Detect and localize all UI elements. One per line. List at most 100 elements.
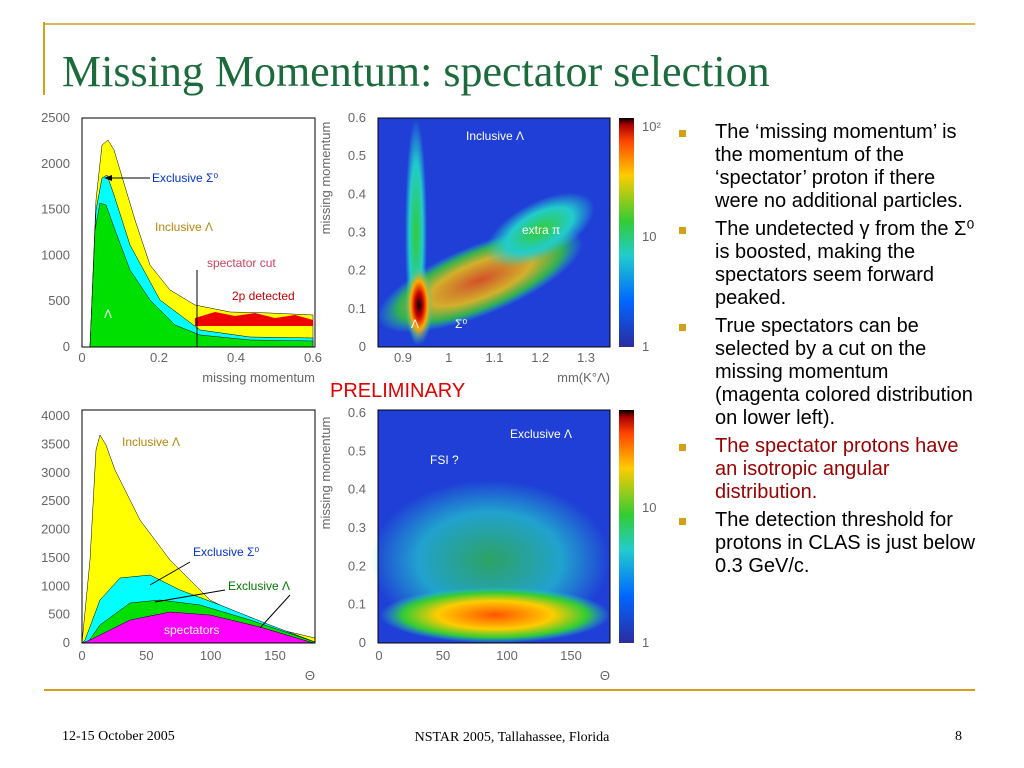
y-tick-label: 0.3	[348, 225, 366, 240]
preliminary-label: PRELIMINARY	[330, 380, 465, 402]
y-tick-label: 0.1	[348, 301, 366, 316]
heat-band	[485, 192, 595, 268]
plot-frame	[81, 409, 316, 644]
2p-area	[195, 312, 313, 326]
bullet-list: The ‘missing momentum’ is the momentum o…	[676, 121, 976, 583]
x-axis-label: missing momentum	[202, 370, 315, 385]
y-tick-label: 0	[63, 339, 70, 354]
x-tick-label: 50	[139, 648, 153, 663]
y-tick-label: 3000	[41, 465, 70, 480]
annotation: Σ⁰	[455, 317, 467, 331]
y-tick-label: 1500	[41, 550, 70, 565]
y-tick-label: 2500	[41, 110, 70, 125]
heat-peak	[405, 265, 433, 345]
y-tick-label: 0	[359, 339, 366, 354]
annotation: Λ	[104, 307, 112, 321]
x-tick-label: 100	[200, 648, 222, 663]
y-tick-label: 0.5	[348, 148, 366, 163]
y-tick-label: 4000	[41, 408, 70, 423]
bullet: The ‘missing momentum’ is the momentum o…	[676, 121, 976, 213]
x-tick-label: 0.4	[227, 350, 245, 365]
y-tick-label: 500	[48, 293, 70, 308]
annotation: 2p detected	[232, 289, 295, 303]
x-tick-label: 1.1	[485, 350, 503, 365]
x-axis-label: mm(K°Λ)	[557, 370, 610, 385]
bullet: True spectators can be selected by a cut…	[676, 315, 976, 430]
histogram: Inclusive Λ Exclusive Σ⁰ Exclusive Λ spe…	[81, 409, 316, 644]
heatmap: Inclusive Λ extra π Λ Σ⁰	[377, 117, 634, 348]
bullet: The spectator protons have an isotropic …	[676, 435, 976, 504]
x-tick-label: 150	[560, 648, 582, 663]
y-tick-label: 2000	[41, 522, 70, 537]
bullet: The detection threshold for protons in C…	[676, 509, 976, 578]
heatmap: Exclusive Λ FSI ?	[370, 409, 634, 644]
plot-frame	[377, 409, 611, 644]
footer-event: NSTAR 2005, Tallahassee, Florida	[415, 730, 611, 745]
x-tick-label: 50	[436, 648, 450, 663]
annotation: Λ	[411, 317, 419, 331]
x-tick-label: 0	[78, 350, 85, 365]
arrow	[149, 561, 191, 586]
colorbar-label: 1	[642, 339, 649, 354]
annotation: Exclusive Λ	[228, 579, 290, 593]
x-tick-label: 1.3	[577, 350, 595, 365]
y-tick-label: 0.4	[348, 482, 366, 497]
annotation: Exclusive Λ	[510, 427, 572, 441]
y-tick-label: 0.6	[348, 110, 366, 125]
annotation: Exclusive Σ⁰	[152, 171, 218, 185]
x-tick-label: 1	[445, 350, 452, 365]
colorbar	[619, 118, 634, 347]
colorbar-label: 10	[642, 229, 656, 244]
y-tick-label: 0.4	[348, 186, 366, 201]
y-tick-label: 0.2	[348, 263, 366, 278]
x-tick-label: 0.9	[394, 350, 412, 365]
x-tick-label: 0.2	[150, 350, 168, 365]
plot-frame	[81, 117, 316, 348]
y-tick-label: 2000	[41, 156, 70, 171]
annotation: extra π	[522, 223, 560, 237]
annotation: spectator cut	[207, 256, 276, 270]
annotation: Exclusive Σ⁰	[193, 545, 259, 559]
annotation: Inclusive Λ	[155, 220, 213, 234]
y-tick-label: 0	[63, 635, 70, 650]
arrow	[259, 594, 291, 629]
heat-band	[380, 587, 610, 643]
slide-title: Missing Momentum: spectator selection	[62, 47, 770, 96]
colorbar-label: 1	[642, 635, 649, 650]
y-tick-label: 500	[48, 607, 70, 622]
x-tick-label: 1.2	[531, 350, 549, 365]
arrow	[154, 589, 226, 603]
x-axis-label: Θ	[600, 668, 610, 683]
y-tick-label: 2500	[41, 493, 70, 508]
colorbar	[619, 410, 634, 643]
y-tick-label: 0	[359, 635, 366, 650]
arrow-head	[104, 175, 112, 181]
y-tick-label: 0.6	[348, 405, 366, 420]
x-axis-label: Θ	[305, 668, 315, 683]
plot-frame	[377, 117, 611, 348]
y-tick-label: 3500	[41, 436, 70, 451]
annotation: FSI ?	[430, 453, 459, 467]
footer-date: 12-15 October 2005	[62, 729, 175, 744]
annotation: Inclusive Λ	[466, 129, 524, 143]
y-tick-label: 1500	[41, 202, 70, 217]
y-axis-label: missing momentum	[318, 417, 333, 530]
histogram: Exclusive Σ⁰ Inclusive Λ spectator cut 2…	[81, 117, 316, 348]
annotation: spectators	[164, 623, 219, 637]
x-tick-label: 0	[78, 648, 85, 663]
x-tick-label: 0.6	[304, 350, 322, 365]
y-tick-label: 1000	[41, 247, 70, 262]
annotation: Inclusive Λ	[122, 435, 180, 449]
y-tick-label: 0.3	[348, 520, 366, 535]
bullet: The undetected γ from the Σ⁰ is boosted,…	[676, 218, 976, 310]
y-tick-label: 0.5	[348, 443, 366, 458]
colorbar-label: 10	[642, 500, 656, 515]
page-number: 8	[955, 729, 962, 744]
x-tick-label: 0	[375, 648, 382, 663]
y-axis-label: missing momentum	[318, 122, 333, 235]
y-tick-label: 0.1	[348, 597, 366, 612]
x-tick-label: 100	[496, 648, 518, 663]
y-tick-label: 0.2	[348, 558, 366, 573]
